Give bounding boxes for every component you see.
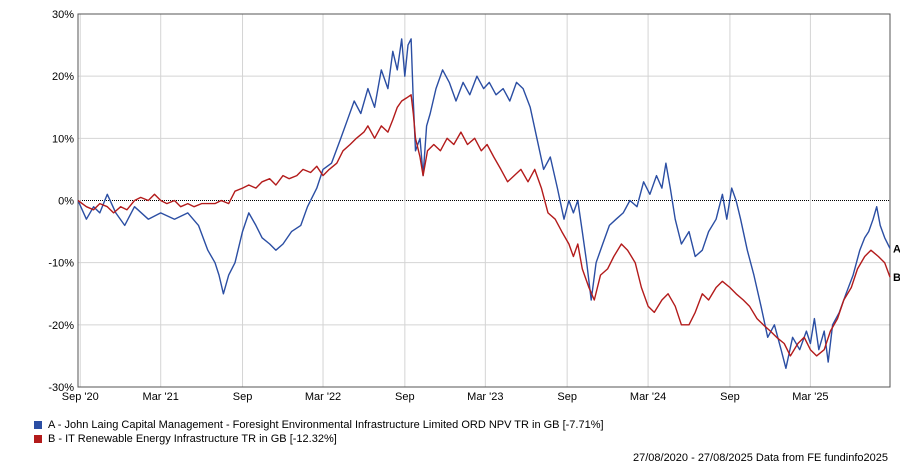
x-tick-label: Sep [233,391,253,403]
legend-item-a: A - John Laing Capital Management - Fore… [34,418,604,432]
series-end-label-a: A [893,243,900,255]
chart-series: AB [77,38,900,369]
legend-swatch-a [34,421,42,429]
legend-label-b: B - IT Renewable Energy Infrastructure T… [48,433,337,445]
series-line-a [77,38,891,369]
series-end-label-b: B [893,272,900,284]
x-tick-label: Sep [557,391,577,403]
x-tick-label: Sep [395,391,415,403]
line-chart: 30%20%10%0%-10%-20%-30% Sep '20 Mar '21 Se… [48,9,900,403]
date-range-source-note: 27/08/2020 - 27/08/2025 Data from FE fun… [632,452,888,464]
y-tick-label: -20% [48,320,74,332]
x-axis-tick-labels: Sep '20 Mar '21 Sep Mar '22 Sep Mar '23 Sep Mar… [62,391,829,403]
x-tick-label: Sep [720,391,740,403]
y-tick-label: -10% [48,258,74,270]
x-tick-label: Mar '23 [467,391,503,403]
x-tick-label: Mar '24 [630,391,666,403]
legend-label-a: A - John Laing Capital Management - Fore… [48,419,604,431]
x-tick-label: Mar '22 [305,391,341,403]
y-axis-tick-labels: 30% 20% 10% 0% -10% -20% -30% [48,9,74,394]
x-tick-label: Mar '21 [143,391,179,403]
y-tick-label: -30% [48,382,74,394]
chart-grid [78,13,890,388]
x-tick-label: Mar '25 [792,391,828,403]
x-tick-label: Sep '20 [62,391,99,403]
y-tick-label: 30% [52,9,74,21]
legend-swatch-b [34,435,42,443]
legend-item-b: B - IT Renewable Energy Infrastructure T… [34,432,604,446]
series-line-b [77,94,891,357]
y-tick-label: 10% [52,133,74,145]
chart-legend: A - John Laing Capital Management - Fore… [34,418,604,446]
y-tick-label: 20% [52,71,74,83]
y-tick-label: 0% [58,196,74,208]
